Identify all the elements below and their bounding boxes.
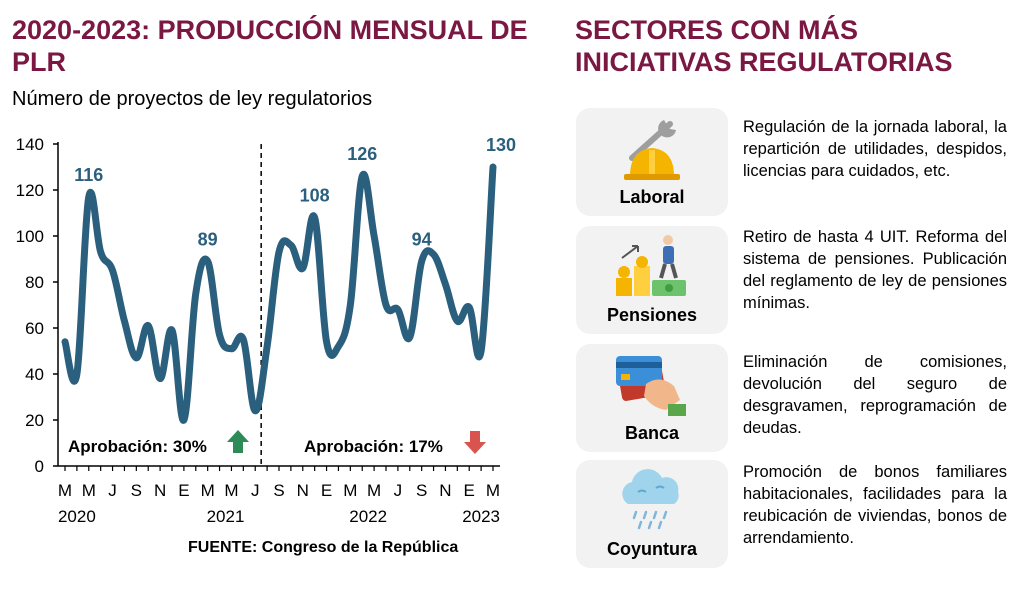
sector-description: Promoción de bonos familiares habitacion… (743, 463, 1007, 547)
source-note: FUENTE: Congreso de la República (188, 539, 459, 556)
data-label: 116 (74, 165, 103, 185)
y-tick-label: 40 (25, 365, 44, 384)
y-tick-label: 20 (25, 411, 44, 430)
approval-annotation: Aprobación: 17% (304, 437, 443, 456)
year-label: 2022 (349, 507, 387, 526)
sector-description: Regulación de la jornada laboral, la rep… (743, 118, 1007, 180)
x-tick-label: M (82, 481, 96, 500)
approval-annotation: Aprobación: 30% (68, 437, 207, 456)
x-tick-label: S (273, 481, 284, 500)
year-label: 2020 (58, 507, 96, 526)
sector-description: Retiro de hasta 4 UIT. Reforma del siste… (743, 228, 1007, 312)
y-tick-label: 0 (35, 457, 44, 476)
x-tick-label: E (321, 481, 332, 500)
x-tick-label: N (439, 481, 451, 500)
sector-card-laboral: Laboral (576, 108, 728, 216)
y-tick-label: 140 (16, 135, 44, 154)
x-tick-label: N (154, 481, 166, 500)
x-tick-label: J (251, 481, 260, 500)
sector-card-banca: Banca (576, 344, 728, 452)
sector-card-coyuntura: Coyuntura (576, 460, 728, 568)
rain-cloud-icon (622, 469, 679, 530)
y-tick-label: 100 (16, 227, 44, 246)
sector-label: Laboral (619, 187, 685, 207)
year-label: 2021 (207, 507, 245, 526)
data-label: 126 (347, 144, 377, 164)
x-tick-label: M (58, 481, 72, 500)
elderly-coins-icon (616, 235, 686, 296)
x-tick-label: S (416, 481, 427, 500)
y-tick-label: 120 (16, 181, 44, 200)
x-tick-label: J (394, 481, 403, 500)
x-tick-label: N (297, 481, 309, 500)
data-label: 89 (198, 229, 218, 249)
sectors-title: SECTORES CON MÁS INICIATIVAS REGULATORIA… (575, 15, 953, 77)
x-tick-label: M (224, 481, 238, 500)
y-tick-label: 80 (25, 273, 44, 292)
x-tick-label: J (108, 481, 117, 500)
down-arrow-icon (464, 431, 486, 454)
sector-card-pensiones: Pensiones (576, 226, 728, 334)
up-arrow-icon (227, 430, 249, 453)
sector-label: Coyuntura (607, 539, 697, 559)
sector-label: Pensiones (606, 305, 698, 325)
chart-subtitle: Número de proyectos de ley regulatorios (12, 88, 373, 110)
chart-title: 2020-2023: PRODUCCIÓN MENSUAL DE PLR (12, 15, 528, 77)
data-label: 94 (412, 229, 432, 249)
x-tick-label: M (343, 481, 357, 500)
credit-card-hand-icon (616, 356, 686, 416)
x-tick-label: E (178, 481, 189, 500)
wrench-hardhat-icon (624, 120, 680, 180)
x-tick-label: S (131, 481, 142, 500)
year-label: 2023 (462, 507, 500, 526)
x-tick-label: M (486, 481, 500, 500)
x-tick-label: M (367, 481, 381, 500)
data-label: 130 (486, 135, 516, 155)
x-tick-label: E (464, 481, 475, 500)
x-tick-label: M (201, 481, 215, 500)
data-label: 108 (300, 186, 330, 206)
sector-description: Eliminación de comisiones, devolución de… (743, 353, 1007, 437)
y-tick-label: 60 (25, 319, 44, 338)
sector-label: Banca (624, 423, 680, 443)
series-line (61, 163, 497, 424)
